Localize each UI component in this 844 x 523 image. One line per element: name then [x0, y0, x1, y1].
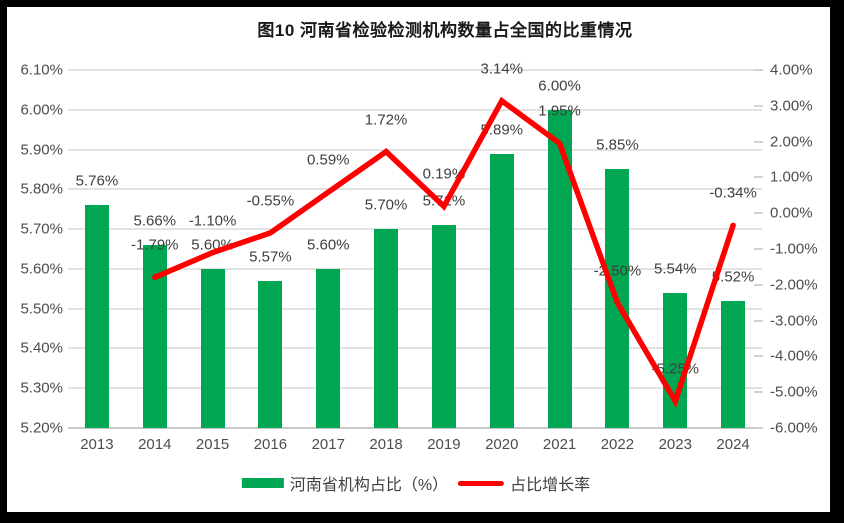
left-axis-tick-label: 5.70% — [20, 220, 63, 238]
line-point-label: 1.72% — [364, 111, 408, 129]
bar — [84, 205, 109, 428]
bar — [200, 268, 225, 428]
bar — [721, 300, 746, 428]
line-point-label: -1.79% — [130, 236, 179, 254]
right-axis-tick-mark — [754, 355, 763, 358]
line-series-label: 占比增长率 — [510, 477, 591, 494]
left-axis-tick-label: 5.50% — [20, 300, 63, 318]
grid-line — [68, 347, 762, 350]
line-point-label: 0.19% — [422, 165, 466, 183]
bar-value-label: 5.70% — [364, 196, 408, 214]
line-point-label: 3.14% — [480, 60, 524, 78]
x-axis-line — [68, 427, 762, 429]
x-axis-label: 2021 — [542, 436, 577, 453]
right-axis-tick-label: -3.00% — [770, 312, 818, 330]
right-axis-tick-label: 0.00% — [770, 204, 813, 222]
line-series-swatch — [458, 480, 505, 486]
legend-item-bars: 河南省机构占比（%） — [241, 471, 449, 495]
bar-value-label: 5.60% — [191, 236, 234, 254]
left-axis-tick-label: 5.80% — [20, 180, 63, 198]
left-axis-tick-label: 5.20% — [20, 419, 63, 437]
right-axis-tick-label: -1.00% — [770, 240, 818, 258]
line-point-label: 1.95% — [538, 102, 581, 120]
left-axis-tick-label: 6.10% — [20, 61, 63, 79]
bar — [605, 169, 630, 428]
bar-value-label: 5.76% — [75, 172, 119, 190]
x-axis-label: 2015 — [195, 436, 230, 453]
right-axis-tick-mark — [754, 140, 763, 143]
right-axis-tick-label: -2.00% — [770, 276, 818, 294]
bar-value-label: 5.66% — [133, 212, 177, 230]
bar-series-label: 河南省机构占比（%） — [289, 477, 449, 494]
x-axis-label: 2022 — [600, 436, 635, 453]
chart-legend: 河南省机构占比（%） 占比增长率 — [241, 471, 590, 495]
right-axis-tick-mark — [754, 104, 763, 107]
bar — [489, 153, 514, 428]
bar-value-label: 5.60% — [306, 236, 350, 254]
right-axis-tick-label: -4.00% — [770, 347, 818, 365]
right-axis-tick-mark — [754, 319, 763, 322]
x-axis-label: 2020 — [485, 436, 519, 453]
left-axis-tick-label: 5.60% — [20, 260, 63, 278]
grid-line — [68, 69, 762, 71]
x-axis-label: 2013 — [80, 436, 114, 453]
line-point-label: -2.50% — [593, 262, 642, 280]
bar-value-label: 5.85% — [596, 136, 639, 154]
bar-value-label: 5.54% — [653, 260, 697, 278]
legend-item-line: 占比增长率 — [458, 471, 590, 495]
x-axis-label: 2019 — [427, 436, 461, 453]
line-point-label: -5.25% — [651, 360, 700, 378]
bar — [258, 280, 283, 428]
right-axis-tick-mark — [754, 427, 763, 429]
bar — [374, 229, 399, 428]
right-axis-tick-mark — [754, 176, 763, 179]
line-point-label: -1.10% — [188, 212, 237, 230]
bar-value-label: 6.00% — [538, 77, 581, 95]
right-axis-tick-label: 4.00% — [770, 61, 813, 79]
bar — [547, 109, 572, 428]
grid-line — [68, 148, 762, 151]
left-axis-tick-label: 5.90% — [20, 141, 63, 159]
bar — [431, 225, 456, 428]
right-axis-tick-label: 2.00% — [770, 133, 813, 151]
right-axis-tick-label: -6.00% — [770, 419, 818, 437]
right-axis-tick-label: 1.00% — [770, 168, 813, 186]
bar-value-label: 5.71% — [422, 192, 466, 210]
bar-series-swatch — [241, 478, 284, 488]
right-axis-tick-mark — [754, 283, 763, 286]
grid-line — [68, 108, 762, 111]
right-axis-tick-mark — [754, 248, 763, 250]
bar — [142, 245, 167, 428]
x-axis-label: 2014 — [138, 436, 172, 453]
right-axis-tick-label: -5.00% — [770, 383, 818, 401]
right-axis-tick-label: 3.00% — [770, 97, 813, 115]
bar-value-label: 5.89% — [480, 121, 524, 139]
x-axis-label: 2023 — [658, 436, 692, 453]
line-point-label: -0.55% — [246, 192, 295, 210]
right-axis-tick-mark — [754, 391, 763, 394]
bar-value-label: 5.57% — [249, 248, 292, 266]
right-axis-tick-mark — [754, 69, 763, 71]
line-point-label: 0.59% — [306, 151, 350, 169]
right-axis-tick-mark — [754, 212, 763, 215]
left-axis-tick-label: 5.40% — [20, 339, 63, 357]
x-axis-label: 2024 — [716, 436, 750, 453]
grid-line — [68, 307, 762, 310]
left-axis-tick-label: 6.00% — [20, 101, 63, 119]
line-point-label: -0.34% — [709, 184, 757, 202]
left-axis-tick-label: 5.30% — [20, 379, 63, 397]
chart-title: 图10 河南省检验检测机构数量占全国的比重情况 — [257, 21, 633, 40]
grid-line — [68, 188, 762, 191]
x-axis-label: 2017 — [311, 436, 345, 453]
x-axis-label: 2016 — [253, 436, 288, 453]
bar — [316, 268, 341, 428]
grid-line — [68, 387, 762, 390]
bar-value-label: 5.52% — [711, 268, 755, 286]
x-axis-label: 2018 — [369, 436, 403, 453]
